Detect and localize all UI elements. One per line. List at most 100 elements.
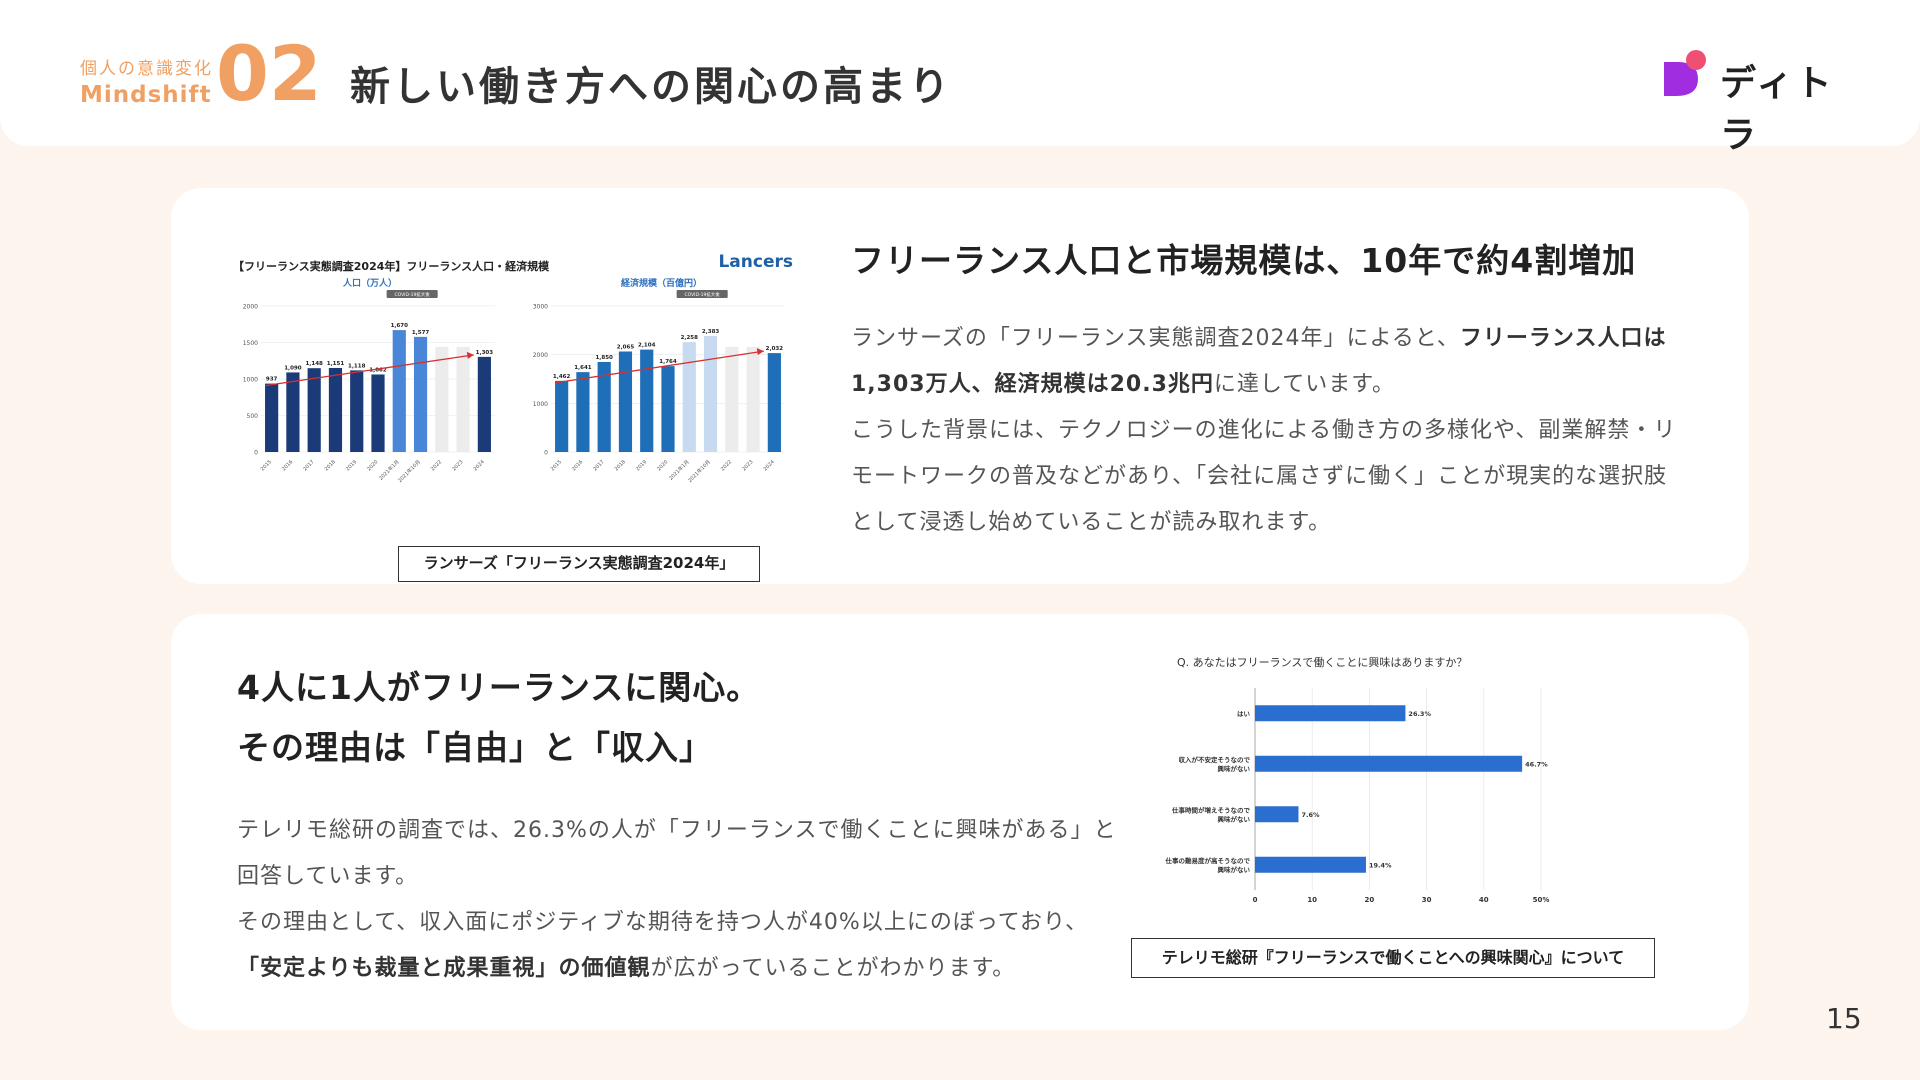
survey-source-caption: テレリモ総研『フリーランスで働くことへの興味関心』について: [1131, 938, 1655, 978]
x-tick-label: 2021年1月: [377, 458, 400, 481]
text-span: が広がっていることがわかります。: [650, 956, 1016, 981]
bar: [350, 370, 364, 452]
x-tick-label: 10: [1307, 896, 1317, 904]
population-bar-chart: 0 500 1000 1500 2000 937 2015 1,090 2016 1,148 201…: [243, 290, 495, 484]
highlight-population: フリーランス人口は1,303万人: [851, 326, 1667, 397]
interest-horizontal-bar-chart: 0 10 20 30 40 50% 26.3% はい 46.7% 収入が不安定そうなので興味がない…: [1165, 688, 1550, 904]
data-label: 1,462: [553, 374, 571, 380]
x-tick-label: 2016: [571, 459, 584, 472]
data-label: 19.4%: [1369, 861, 1392, 869]
x-tick-label: 2015: [550, 459, 563, 472]
x-tick-label: 2019: [635, 459, 648, 472]
x-tick-label: 2018: [324, 459, 337, 472]
x-tick-label: 2018: [614, 459, 627, 472]
x-tick-label: 2021年10月: [686, 458, 712, 484]
data-label: 2,065: [617, 345, 635, 351]
bar: [328, 367, 343, 452]
y-tick-label: 1000: [243, 377, 258, 384]
data-label: 1,850: [595, 355, 613, 361]
x-tick-label: 0: [1253, 896, 1258, 904]
placeholder-bar: [435, 346, 449, 452]
x-tick-label: 2020: [656, 459, 669, 472]
data-label: 937: [266, 377, 278, 383]
page-title: 新しい働き方への関心の高まり: [350, 64, 952, 110]
category-label: はい: [1237, 710, 1251, 718]
x-tick-label: 30: [1422, 896, 1432, 904]
card2-heading: 4人に1人がフリーランスに関心。 その理由は「自由」と「収入」: [237, 658, 760, 778]
data-label: 2,383: [702, 329, 720, 335]
data-label: 2,258: [681, 335, 699, 341]
category-label: 収入が不安定そうなので: [1179, 755, 1251, 764]
bar: [1255, 856, 1366, 873]
category-label: 興味がない: [1218, 764, 1251, 773]
x-tick-label: 20: [1365, 896, 1375, 904]
card2-heading-line-2: その理由は「自由」と「収入」: [237, 728, 713, 767]
bar: [307, 368, 321, 452]
x-tick-label: 2021年1月: [667, 458, 690, 481]
bar: [371, 374, 385, 452]
x-tick-label: 2020: [366, 459, 379, 472]
y-tick-label: 3000: [533, 304, 548, 311]
bar: [640, 349, 654, 452]
data-label: 1,670: [391, 323, 409, 329]
card2-paragraph-1: テレリモ総研の調査では、26.3%の人が「フリーランスで働くことに興味がある」と…: [237, 818, 1117, 889]
bar: [1255, 705, 1406, 722]
figure-title: 【フリーランス実態調査2024年】フリーランス人口・経済規模: [233, 260, 550, 273]
highlight-values: 「安定よりも裁量と成果重視」の価値観: [237, 956, 651, 981]
trend-arrow-head: [466, 351, 474, 359]
covid-badge: [676, 290, 728, 298]
brand-logo: ディトラ: [1660, 50, 1850, 156]
lancers-logo: Lancers: [718, 252, 793, 272]
placeholder-bar: [725, 346, 739, 452]
x-tick-label: 2019: [345, 459, 358, 472]
economy-chart-title: 経済規模（百億円）: [621, 279, 703, 289]
y-tick-label: 500: [247, 413, 259, 420]
x-tick-label: 2022: [430, 459, 443, 472]
data-label: 1,303: [476, 350, 494, 356]
card1-paragraph-2: こうした背景には、テクノロジーの進化による働き方の多様化や、副業解禁・リモートワ…: [851, 418, 1677, 535]
x-tick-label: 2024: [473, 459, 486, 472]
figure-source-caption: ランサーズ「フリーランス実態調査2024年」: [398, 546, 760, 582]
bar: [392, 330, 406, 452]
logo-mark-icon: [1664, 50, 1706, 96]
bar: [286, 372, 300, 452]
freelance-interest-card: 4人に1人がフリーランスに関心。 その理由は「自由」と「収入」 テレリモ総研の調…: [171, 614, 1749, 1030]
y-tick-label: 1000: [533, 401, 548, 408]
x-tick-label: 2021年10月: [396, 458, 422, 484]
category-label: 興味がない: [1218, 865, 1251, 874]
category-label: 仕事時間が増えそうなので: [1171, 805, 1251, 814]
data-label: 1,577: [412, 330, 430, 336]
data-label: 1,764: [659, 359, 677, 365]
card1-heading: フリーランス人口と市場規模は、10年で約4割増加: [851, 241, 1637, 280]
bar: [555, 380, 569, 452]
x-tick-label: 50%: [1533, 896, 1550, 904]
y-tick-label: 1500: [243, 340, 258, 347]
x-tick-label: 2017: [592, 459, 605, 472]
x-tick-label: 2017: [302, 459, 315, 472]
trend-arrow-head: [756, 348, 764, 356]
x-tick-label: 2016: [281, 459, 294, 472]
bar: [1255, 806, 1299, 823]
data-label: 1,062: [369, 367, 387, 373]
card2-body: テレリモ総研の調査では、26.3%の人が「フリーランスで働くことに興味がある」と…: [237, 808, 1117, 992]
category-label: 興味がない: [1218, 814, 1251, 823]
card2-heading-line-1: 4人に1人がフリーランスに関心。: [237, 668, 761, 707]
x-tick-label: 2023: [451, 459, 464, 472]
card2-paragraph-2: その理由として、収入面にポジティブな期待を持つ人が40%以上にのぼっており、「安…: [237, 900, 1117, 992]
data-label: 46.7%: [1525, 760, 1548, 768]
trend-arrow-line: [554, 350, 764, 384]
placeholder-bar: [456, 346, 470, 452]
covid-badge: [386, 290, 438, 298]
data-label: 2,104: [638, 343, 656, 349]
economy-bar-chart: 0 1000 2000 3000 1,462 2015 1,641 2016 1,850 2017…: [533, 290, 785, 484]
population-chart-title: 人口（万人）: [343, 279, 398, 289]
x-tick-label: 2022: [720, 459, 733, 472]
x-tick-label: 2024: [763, 459, 776, 472]
y-tick-label: 2000: [533, 352, 548, 359]
bar: [703, 336, 718, 452]
bar: [477, 356, 491, 452]
bar: [1255, 755, 1523, 772]
data-label: 7.6%: [1301, 811, 1320, 819]
data-label: 26.3%: [1408, 710, 1431, 718]
section-label: Mindshift: [80, 82, 212, 108]
